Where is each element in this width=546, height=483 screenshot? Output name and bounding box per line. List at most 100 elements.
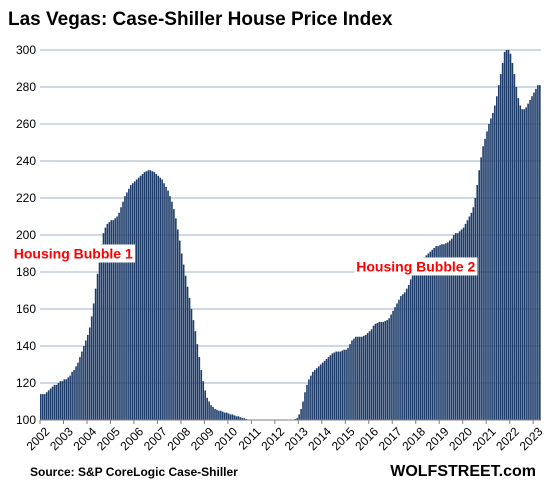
bar xyxy=(411,273,414,420)
bar xyxy=(120,207,122,420)
bar xyxy=(402,294,404,420)
bar xyxy=(392,310,394,420)
bar xyxy=(296,418,298,420)
bar xyxy=(130,185,132,420)
bar xyxy=(90,316,93,420)
bar xyxy=(507,50,510,420)
bar xyxy=(447,242,449,420)
bar xyxy=(539,85,541,421)
bar xyxy=(300,408,302,420)
bar xyxy=(239,417,242,420)
bar xyxy=(417,262,420,420)
bar xyxy=(372,325,375,420)
bar xyxy=(407,284,410,420)
bar xyxy=(460,229,463,420)
bar xyxy=(476,185,479,420)
bar xyxy=(497,85,500,421)
bar xyxy=(454,233,457,420)
bar xyxy=(450,238,453,420)
x-tick-label: 2013 xyxy=(282,424,311,453)
bar xyxy=(335,351,338,420)
x-tick-label: 2011 xyxy=(236,424,264,452)
bar xyxy=(323,360,326,420)
bar xyxy=(513,74,516,421)
bar xyxy=(243,418,246,420)
bar xyxy=(133,181,136,420)
y-tick-label: 160 xyxy=(16,302,36,316)
bar xyxy=(298,414,300,420)
bar xyxy=(77,362,79,420)
annotation-background xyxy=(354,257,478,276)
bar xyxy=(173,209,175,420)
x-tick-label: 2015 xyxy=(329,424,358,453)
bar xyxy=(333,352,336,420)
bar xyxy=(437,246,439,420)
bar xyxy=(227,413,230,420)
bar xyxy=(439,245,441,420)
bar xyxy=(472,207,475,420)
bar xyxy=(313,370,316,420)
bar xyxy=(163,183,165,420)
bar xyxy=(458,231,461,420)
bar xyxy=(49,388,52,420)
bar xyxy=(149,170,152,420)
bar xyxy=(521,109,524,420)
bar xyxy=(382,321,385,420)
bar xyxy=(98,259,101,420)
bar xyxy=(331,353,334,420)
bar xyxy=(317,366,320,420)
bar xyxy=(349,344,351,420)
bar xyxy=(61,381,64,420)
bar xyxy=(445,243,447,420)
x-tick-label: 2005 xyxy=(94,424,123,453)
bar xyxy=(79,357,81,420)
bar xyxy=(357,336,359,420)
x-tick-label: 2023 xyxy=(517,424,546,453)
bar xyxy=(380,321,383,420)
bar xyxy=(490,118,492,420)
x-tick-label: 2003 xyxy=(47,424,76,453)
bar xyxy=(474,198,477,420)
bar xyxy=(470,212,473,420)
bar xyxy=(92,303,95,420)
bar xyxy=(153,172,156,420)
bar xyxy=(368,331,371,420)
bar xyxy=(88,327,91,420)
bar xyxy=(165,186,167,420)
chart-title: Las Vegas: Case-Shiller House Price Inde… xyxy=(8,9,393,30)
bar xyxy=(347,347,349,420)
bar xyxy=(386,320,388,420)
bar xyxy=(404,292,406,420)
bar xyxy=(308,379,310,420)
bar xyxy=(69,375,71,420)
x-tick-label: 2019 xyxy=(423,424,452,453)
bar xyxy=(511,62,514,420)
bar xyxy=(55,384,58,420)
bar xyxy=(486,131,488,420)
bar xyxy=(341,350,343,421)
bar xyxy=(529,99,531,420)
bar xyxy=(206,397,208,420)
bar xyxy=(81,351,83,420)
bar xyxy=(505,50,508,420)
bar xyxy=(65,379,68,420)
bar xyxy=(394,307,396,420)
bar xyxy=(423,257,426,420)
bar xyxy=(151,171,154,420)
bar xyxy=(321,362,324,420)
bar xyxy=(161,179,163,420)
bar xyxy=(182,264,185,420)
bar xyxy=(312,371,314,420)
bar xyxy=(169,196,171,420)
bar xyxy=(359,336,361,420)
x-tick-label: 2009 xyxy=(188,424,217,453)
bar xyxy=(390,314,392,420)
x-tick-label: 2014 xyxy=(305,424,334,453)
bar xyxy=(396,303,398,420)
bar xyxy=(114,218,116,420)
bar xyxy=(237,416,240,420)
bar xyxy=(202,381,205,420)
bar xyxy=(106,223,109,420)
bar xyxy=(112,220,115,420)
